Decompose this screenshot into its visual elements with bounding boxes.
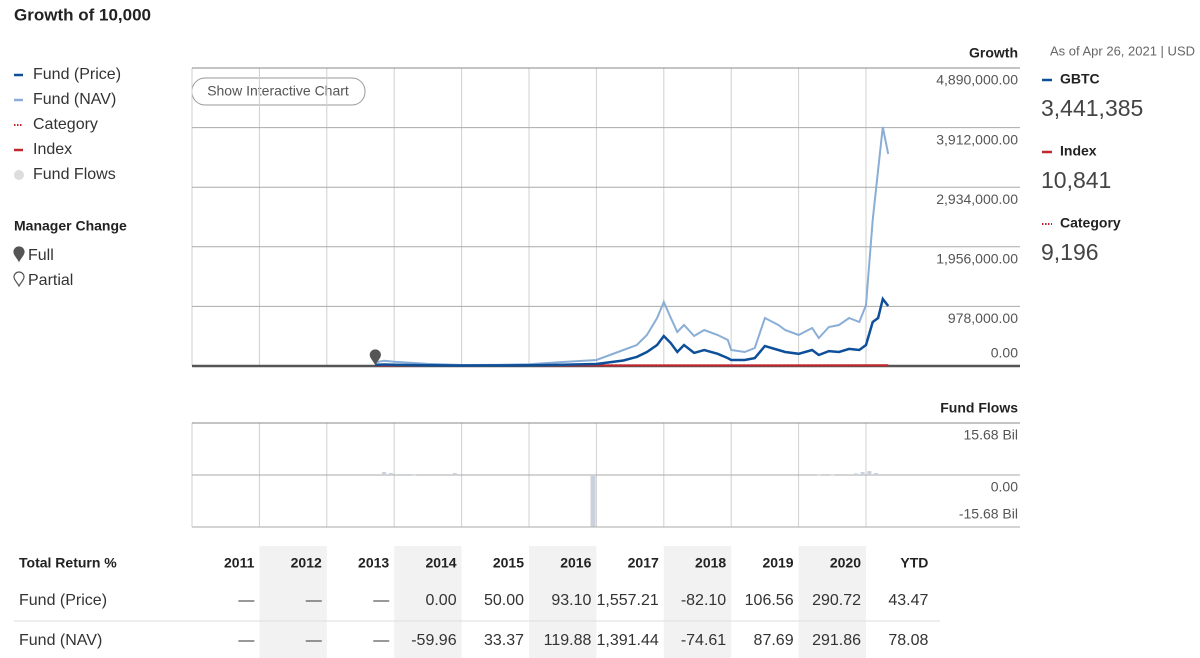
y-tick-label: 1,956,000.00 xyxy=(936,251,1018,267)
title: Growth of 10,000 xyxy=(14,5,151,24)
summary-value: 10,841 xyxy=(1041,167,1111,193)
y-tick-label: 4,890,000.00 xyxy=(936,72,1018,88)
summary-value: 3,441,385 xyxy=(1041,95,1143,121)
table-cell: 33.37 xyxy=(484,632,524,649)
column-shade xyxy=(663,546,732,658)
y-tick-label: 3,912,000.00 xyxy=(936,131,1018,147)
table-column-header: 2012 xyxy=(291,555,322,571)
summary-name: Category xyxy=(1060,215,1121,231)
table-cell: -74.61 xyxy=(681,632,726,649)
flow-bar xyxy=(830,474,835,476)
table-column-header: 2019 xyxy=(762,555,793,571)
flow-bar xyxy=(590,475,596,527)
legend-label: Fund (NAV) xyxy=(33,91,116,108)
button-label[interactable]: Show Interactive Chart xyxy=(207,83,349,99)
y-tick-label: 0.00 xyxy=(991,345,1018,361)
flow-bar xyxy=(816,474,821,476)
y-tick-label: 2,934,000.00 xyxy=(936,191,1018,207)
table-cell: 93.10 xyxy=(551,592,591,609)
y-tick-label: 15.68 Bil xyxy=(964,427,1018,443)
table-column-header: 2020 xyxy=(830,555,861,571)
flow-bar xyxy=(452,473,457,475)
flow-bar xyxy=(867,471,872,475)
flow-bar xyxy=(853,473,858,475)
legend-label: Fund Flows xyxy=(33,166,116,183)
table-cell: — xyxy=(373,632,389,649)
table-cell: — xyxy=(306,632,322,649)
table-cell: 1,391.44 xyxy=(597,632,659,649)
table-cell: — xyxy=(373,592,389,609)
table-column-header: 2013 xyxy=(358,555,389,571)
table-cell: — xyxy=(306,592,322,609)
y-tick-label: 978,000.00 xyxy=(948,310,1018,326)
y-tick-label: -15.68 Bil xyxy=(959,506,1018,522)
legend-label: Full xyxy=(28,247,54,264)
table-cell: 43.47 xyxy=(888,592,928,609)
flow-bar xyxy=(412,474,417,476)
table-cell: — xyxy=(238,592,254,609)
summary-name: Index xyxy=(1060,143,1097,159)
table-cell: 0.00 xyxy=(425,592,456,609)
table-cell: 87.69 xyxy=(754,632,794,649)
table-column-header: YTD xyxy=(900,555,928,571)
table-cell: 106.56 xyxy=(745,592,794,609)
flow-bar xyxy=(398,474,403,476)
table-cell: 290.72 xyxy=(812,592,861,609)
table-column-header: 2016 xyxy=(560,555,591,571)
table-cell: -82.10 xyxy=(681,592,726,609)
legend-label: Partial xyxy=(28,272,73,289)
flow-bar xyxy=(553,474,558,476)
legend-label: Category xyxy=(33,116,98,133)
table-cell: 50.00 xyxy=(484,592,524,609)
table-column-header: 2015 xyxy=(493,555,524,571)
legend-symbol xyxy=(14,170,24,180)
flow-bar xyxy=(405,474,410,476)
interactive-button[interactable]: Show Interactive Chart xyxy=(191,77,366,106)
summary-value: 9,196 xyxy=(1041,239,1099,265)
table-cell: 291.86 xyxy=(812,632,861,649)
flow-bar xyxy=(860,472,865,475)
flow-bar xyxy=(388,473,393,475)
table-column-header: 2014 xyxy=(425,555,456,571)
as-of: As of Apr 26, 2021 | USD xyxy=(1050,43,1195,58)
column-shade xyxy=(798,546,866,658)
flows-title: Fund Flows xyxy=(940,400,1018,416)
flow-bar xyxy=(843,474,848,476)
table-title: Total Return % xyxy=(19,555,117,571)
legend-label: Index xyxy=(33,141,72,158)
column-shade xyxy=(394,546,462,658)
table-column-header: 2018 xyxy=(695,555,726,571)
table-column-header: 2017 xyxy=(628,555,659,571)
table-cell: 78.08 xyxy=(888,632,928,649)
summary-name: GBTC xyxy=(1060,71,1100,87)
manager-change-title: Manager Change xyxy=(14,218,127,234)
legend-pin xyxy=(13,246,25,263)
series-line xyxy=(375,126,890,367)
table-cell: -59.96 xyxy=(411,632,456,649)
table-row-label: Fund (Price) xyxy=(19,592,107,609)
legend-pin xyxy=(13,271,25,288)
column-shade xyxy=(259,546,327,658)
legend-label: Fund (Price) xyxy=(33,66,121,83)
table-cell: 119.88 xyxy=(544,632,592,649)
table-cell: 1,557.21 xyxy=(597,592,659,609)
flow-bar xyxy=(874,473,879,475)
flow-bar xyxy=(382,472,387,475)
table-cell: — xyxy=(238,632,254,649)
y-tick-label: 0.00 xyxy=(991,479,1018,495)
growth-axis-title: Growth xyxy=(969,45,1018,61)
column-shade xyxy=(529,546,597,658)
table-column-header: 2011 xyxy=(224,555,255,571)
manager-change-pin xyxy=(369,349,381,366)
series-line xyxy=(375,296,890,367)
table-row-label: Fund (NAV) xyxy=(19,632,102,649)
